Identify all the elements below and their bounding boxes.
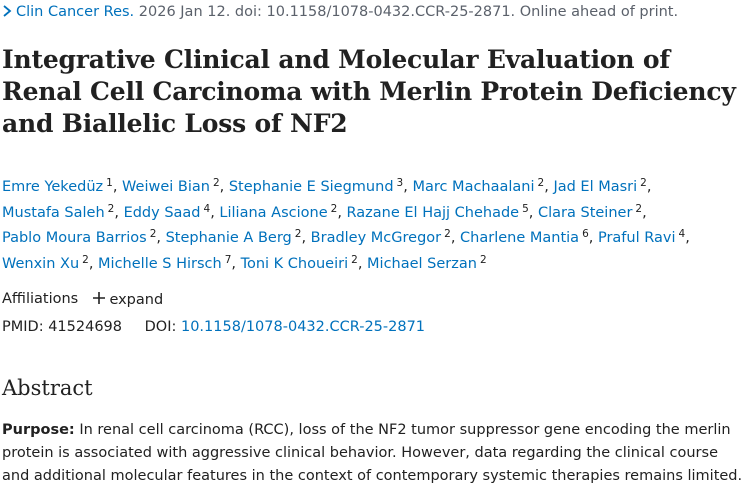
identifiers: PMID: 41524698 DOI: 10.1158/1078-0432.CC… — [2, 319, 425, 335]
affiliations: Affiliations expand — [2, 291, 163, 308]
affiliation-number[interactable]: 2 — [330, 202, 338, 215]
author: Charlene Mantia 6 — [460, 228, 598, 246]
pmid: 41524698 — [48, 319, 123, 335]
author: Pablo Moura Barrios 2 — [2, 228, 166, 246]
author: Weiwei Bian 2 — [122, 177, 229, 195]
affiliation-number[interactable]: 2 — [479, 253, 487, 266]
author-link[interactable]: Praful Ravi — [597, 230, 676, 246]
citation: Clin Cancer Res. 2026 Jan 12. doi: 10.11… — [2, 4, 678, 20]
author: Clara Steiner 2 — [538, 202, 647, 221]
author-link[interactable]: Razane El Hajj Chehade — [346, 204, 520, 221]
affiliation-number[interactable]: 6 — [582, 228, 589, 240]
author-link[interactable]: Eddy Saad — [123, 204, 201, 221]
author: Marc Machaalani 2 — [412, 177, 553, 195]
expand-button[interactable]: expand — [92, 292, 164, 308]
pmid-label: PMID: — [2, 319, 44, 335]
author-link[interactable]: Marc Machaalani — [412, 179, 535, 195]
author-link[interactable]: Liliana Ascione — [219, 204, 328, 221]
affiliation-number[interactable]: 2 — [82, 253, 89, 266]
author-link[interactable]: Mustafa Saleh — [2, 204, 105, 221]
author-link[interactable]: Clara Steiner — [538, 204, 633, 221]
author-link[interactable]: Wenxin Xu — [2, 255, 80, 272]
author: Michelle S Hirsch 7 — [98, 253, 241, 272]
author: Eddy Saad 4 — [123, 202, 220, 221]
affiliation-number[interactable]: 2 — [212, 177, 220, 189]
doi-label: DOI: — [144, 319, 177, 335]
author: Razane El Hajj Chehade 5 — [346, 202, 538, 221]
abstract-paragraph: Purpose: In renal cell carcinoma (RCC), … — [2, 419, 748, 488]
author: Praful Ravi 4 — [597, 228, 690, 246]
author-link[interactable]: Bradley McGregor — [310, 230, 442, 246]
author: Bradley McGregor 2 — [310, 228, 460, 246]
affiliation-number[interactable]: 4 — [203, 202, 211, 215]
affiliation-number[interactable]: 4 — [678, 228, 686, 240]
article-title: Integrative Clinical and Molecular Evalu… — [2, 45, 736, 138]
author-link[interactable]: Toni K Choueiri — [240, 255, 349, 272]
affiliation-number[interactable]: 2 — [444, 228, 451, 240]
author: Wenxin Xu 2 — [2, 253, 98, 272]
affiliation-number[interactable]: 2 — [351, 253, 358, 266]
author: Emre Yekedüz 1 — [2, 177, 122, 195]
author: Stephanie E Siegmund 3 — [228, 177, 413, 195]
author-link[interactable]: Michael Serzan — [367, 255, 477, 272]
affiliation-number[interactable]: 2 — [635, 202, 643, 215]
affiliation-number[interactable]: 2 — [640, 177, 647, 189]
affiliation-number[interactable]: 2 — [537, 177, 545, 189]
author: Toni K Choueiri 2 — [240, 253, 367, 272]
citation-details: 2026 Jan 12. doi: 10.1158/1078-0432.CCR-… — [138, 4, 679, 20]
author: Liliana Ascione 2 — [219, 202, 346, 221]
affiliation-number[interactable]: 2 — [107, 202, 115, 215]
author: Stephanie A Berg 2 — [165, 228, 311, 246]
abstract-heading: Abstract — [2, 376, 93, 400]
author-link[interactable]: Stephanie E Siegmund — [228, 179, 394, 195]
author-link[interactable]: Weiwei Bian — [122, 179, 210, 195]
doi-link[interactable]: 10.1158/1078-0432.CCR-25-2871 — [180, 319, 426, 335]
affiliation-number[interactable]: 1 — [106, 177, 113, 189]
affiliations-label: Affiliations — [2, 291, 79, 307]
author: Jad El Masri 2 — [553, 177, 651, 195]
author-link[interactable]: Stephanie A Berg — [165, 230, 292, 246]
plus-icon — [92, 292, 105, 304]
author: Mustafa Saleh 2 — [2, 202, 124, 221]
author-link[interactable]: Michelle S Hirsch — [98, 255, 222, 272]
affiliation-number[interactable]: 2 — [149, 228, 157, 240]
expand-label: expand — [109, 292, 164, 308]
affiliation-number[interactable]: 3 — [396, 177, 404, 189]
author: Michael Serzan 2 — [367, 253, 487, 272]
author-link[interactable]: Pablo Moura Barrios — [2, 230, 147, 246]
affiliation-number[interactable]: 5 — [522, 202, 529, 215]
section-label: Purpose: — [2, 422, 75, 438]
author-link[interactable]: Jad El Masri — [553, 179, 638, 195]
chevron-icon — [3, 5, 12, 17]
affiliation-number[interactable]: 7 — [224, 253, 232, 266]
journal-link[interactable]: Clin Cancer Res. — [16, 4, 135, 20]
affiliation-number[interactable]: 2 — [294, 228, 302, 240]
section-text: In renal cell carcinoma (RCC), loss of t… — [2, 422, 743, 484]
author-link[interactable]: Charlene Mantia — [460, 230, 580, 246]
author-link[interactable]: Emre Yekedüz — [2, 179, 104, 195]
